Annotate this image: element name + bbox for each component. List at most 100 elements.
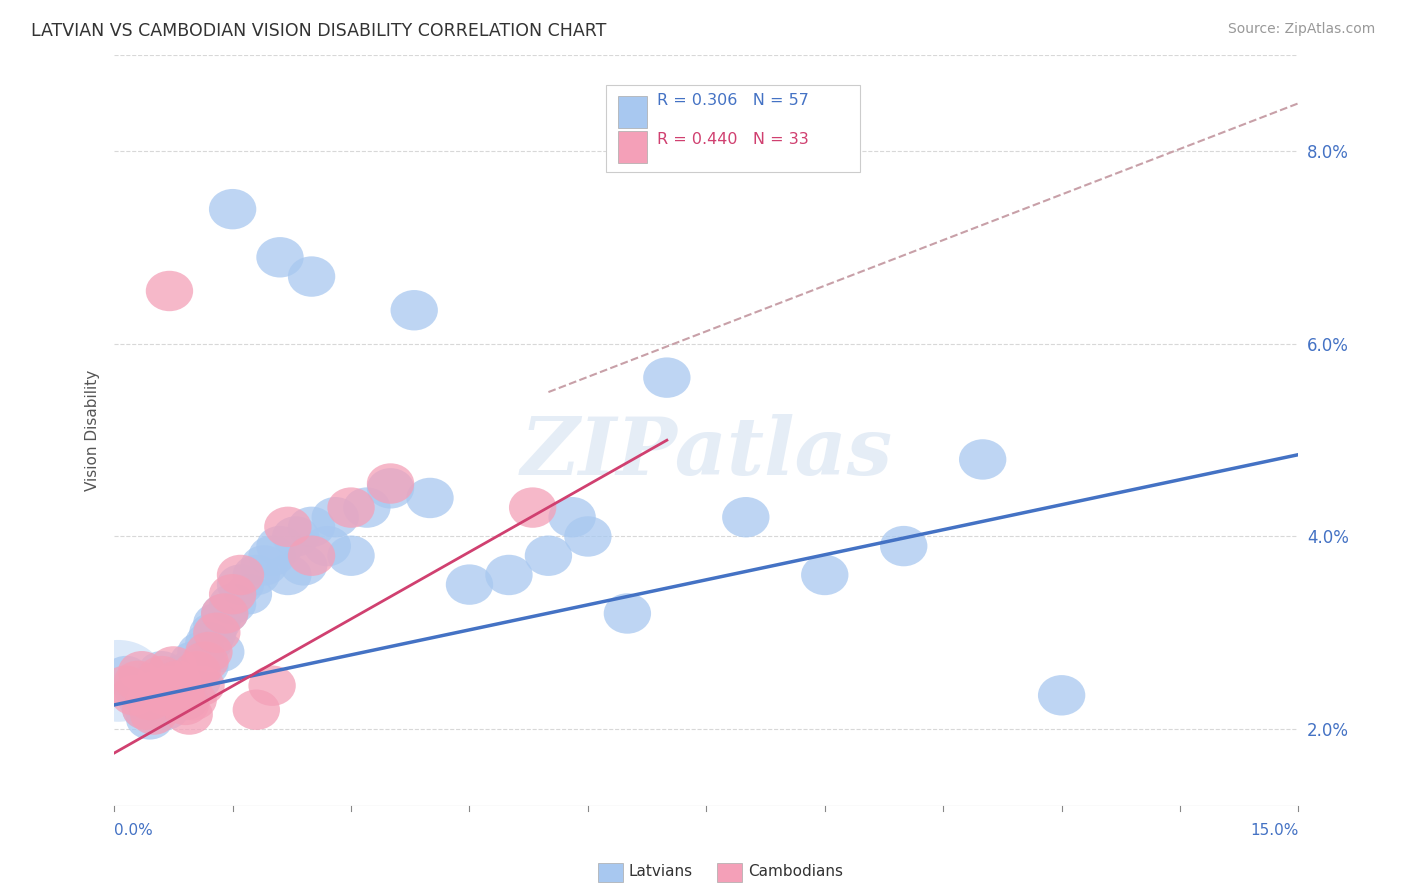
Ellipse shape — [170, 641, 217, 681]
Ellipse shape — [153, 661, 201, 701]
Ellipse shape — [122, 690, 170, 730]
Ellipse shape — [162, 685, 209, 725]
Ellipse shape — [142, 675, 190, 715]
Text: ZIPatlas: ZIPatlas — [520, 415, 893, 491]
FancyBboxPatch shape — [617, 131, 647, 162]
Ellipse shape — [166, 694, 212, 735]
FancyBboxPatch shape — [617, 96, 647, 128]
Text: R = 0.440   N = 33: R = 0.440 N = 33 — [657, 132, 808, 147]
Ellipse shape — [406, 478, 454, 518]
Ellipse shape — [103, 656, 149, 697]
Text: Source: ZipAtlas.com: Source: ZipAtlas.com — [1227, 22, 1375, 37]
Ellipse shape — [232, 690, 280, 730]
Ellipse shape — [127, 680, 173, 721]
Ellipse shape — [173, 651, 221, 691]
Ellipse shape — [193, 603, 240, 643]
Ellipse shape — [138, 651, 186, 691]
Ellipse shape — [249, 535, 295, 576]
Ellipse shape — [197, 632, 245, 673]
Ellipse shape — [367, 463, 415, 504]
Ellipse shape — [118, 651, 166, 691]
Ellipse shape — [173, 661, 221, 701]
Ellipse shape — [240, 545, 288, 585]
Ellipse shape — [122, 690, 170, 730]
Ellipse shape — [127, 699, 173, 739]
Ellipse shape — [110, 675, 157, 715]
Ellipse shape — [166, 651, 212, 691]
Text: LATVIAN VS CAMBODIAN VISION DISABILITY CORRELATION CHART: LATVIAN VS CAMBODIAN VISION DISABILITY C… — [31, 22, 606, 40]
Ellipse shape — [134, 661, 181, 701]
Ellipse shape — [114, 661, 162, 701]
Ellipse shape — [343, 487, 391, 528]
Ellipse shape — [367, 468, 415, 508]
Ellipse shape — [146, 665, 193, 706]
Ellipse shape — [524, 535, 572, 576]
Ellipse shape — [138, 656, 186, 697]
Ellipse shape — [181, 641, 229, 681]
Text: R = 0.306   N = 57: R = 0.306 N = 57 — [657, 93, 808, 108]
Ellipse shape — [446, 565, 494, 605]
Ellipse shape — [548, 497, 596, 537]
Ellipse shape — [190, 613, 236, 653]
Ellipse shape — [603, 593, 651, 633]
Ellipse shape — [170, 680, 217, 721]
FancyBboxPatch shape — [606, 85, 860, 171]
Ellipse shape — [209, 189, 256, 229]
Ellipse shape — [959, 439, 1007, 480]
Ellipse shape — [801, 555, 848, 595]
Ellipse shape — [509, 487, 557, 528]
Ellipse shape — [153, 656, 201, 697]
Ellipse shape — [186, 632, 232, 673]
Ellipse shape — [201, 593, 249, 633]
Ellipse shape — [217, 565, 264, 605]
Ellipse shape — [129, 694, 177, 735]
Ellipse shape — [288, 535, 335, 576]
Ellipse shape — [162, 680, 209, 721]
Ellipse shape — [391, 290, 437, 330]
Ellipse shape — [149, 670, 197, 711]
Ellipse shape — [181, 646, 229, 687]
Ellipse shape — [142, 690, 190, 730]
Ellipse shape — [134, 670, 181, 711]
Text: Latvians: Latvians — [628, 864, 693, 879]
Ellipse shape — [209, 574, 256, 615]
Ellipse shape — [114, 670, 162, 711]
Ellipse shape — [1038, 675, 1085, 715]
Ellipse shape — [70, 640, 166, 722]
Ellipse shape — [273, 516, 319, 557]
Ellipse shape — [312, 497, 359, 537]
Ellipse shape — [201, 593, 249, 633]
Ellipse shape — [264, 555, 312, 595]
Ellipse shape — [280, 545, 328, 585]
Ellipse shape — [186, 622, 232, 663]
Ellipse shape — [304, 526, 352, 566]
Ellipse shape — [225, 574, 273, 615]
Ellipse shape — [256, 526, 304, 566]
Ellipse shape — [103, 665, 149, 706]
Ellipse shape — [209, 583, 256, 624]
Ellipse shape — [880, 526, 928, 566]
Ellipse shape — [149, 646, 197, 687]
Ellipse shape — [264, 507, 312, 547]
Ellipse shape — [232, 555, 280, 595]
Ellipse shape — [177, 665, 225, 706]
Ellipse shape — [118, 680, 166, 721]
Ellipse shape — [485, 555, 533, 595]
Text: Cambodians: Cambodians — [748, 864, 844, 879]
Ellipse shape — [723, 497, 769, 537]
Ellipse shape — [217, 555, 264, 595]
Ellipse shape — [288, 507, 335, 547]
Ellipse shape — [249, 665, 295, 706]
Ellipse shape — [157, 675, 205, 715]
Ellipse shape — [146, 271, 193, 311]
Text: 0.0%: 0.0% — [114, 823, 153, 838]
Ellipse shape — [157, 665, 205, 706]
Ellipse shape — [328, 535, 375, 576]
Text: 15.0%: 15.0% — [1250, 823, 1299, 838]
Ellipse shape — [193, 613, 240, 653]
Ellipse shape — [129, 675, 177, 715]
Y-axis label: Vision Disability: Vision Disability — [86, 370, 100, 491]
Ellipse shape — [288, 256, 335, 297]
Ellipse shape — [643, 358, 690, 398]
Ellipse shape — [564, 516, 612, 557]
